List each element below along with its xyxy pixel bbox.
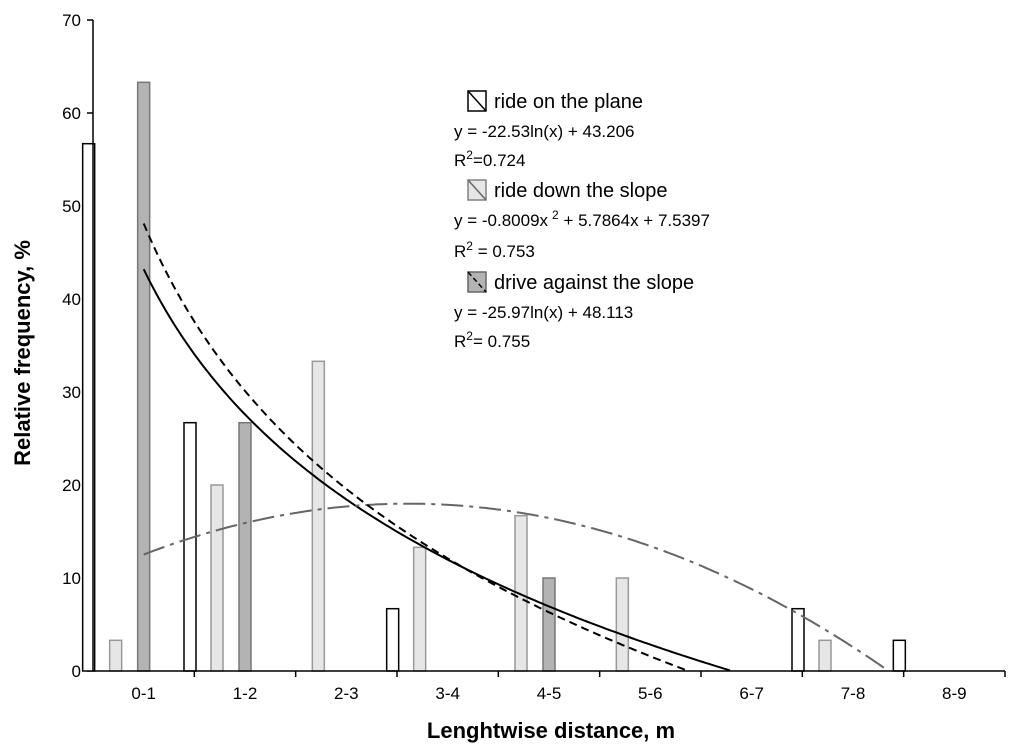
legend-r2-down: R2 = 0.753: [454, 239, 535, 261]
r2-label: R: [454, 332, 466, 351]
legend-label-down: ride down the slope: [494, 180, 667, 202]
legend-swatch-plane-trend: [467, 90, 487, 112]
y-tick-label: 30: [62, 383, 81, 402]
x-tick-label: 5-6: [638, 684, 663, 703]
trendline-against-slope: [142, 223, 688, 672]
legend-equation-against: y = -25.97ln(x) + 48.113: [454, 303, 633, 322]
legend-swatch-down-trend: [467, 179, 487, 201]
legend-entry-ride-down-the-slope: ride down the slope y = -0.8009x 2 + 5.78…: [454, 179, 710, 261]
trendline-plane: [142, 268, 731, 672]
legend-swatch-against-trend: [467, 271, 487, 293]
y-tick-label: 20: [62, 476, 81, 495]
x-axis-title: Lenghtwise distance, m: [427, 718, 675, 743]
y-tick-label: 0: [72, 662, 81, 681]
r2-sup: 2: [466, 239, 473, 253]
bar-against-slope: [238, 421, 252, 672]
bar-against-slope: [542, 577, 556, 672]
bar-marks: [81, 81, 907, 672]
r2-value: = 0.753: [473, 242, 535, 261]
y-axis-title: Relative frequency, %: [10, 240, 35, 466]
bar-down-slope: [818, 639, 832, 672]
legend-entry-drive-against-the-slope: drive against the slope y = -25.97ln(x) …: [454, 271, 694, 351]
trendline-down-slope: [143, 502, 888, 671]
bar-down-slope: [108, 639, 123, 672]
y-tick-label: 40: [62, 290, 81, 309]
y-tick-label: 60: [62, 104, 81, 123]
legend-entry-ride-on-the-plane: ride on the plane y = -22.53ln(x) + 43.2…: [454, 90, 643, 170]
eq-down-sup: 2: [552, 208, 559, 222]
x-tick-label: 1-2: [233, 684, 258, 703]
legend-label-against: drive against the slope: [494, 272, 694, 294]
r2-value: =0.724: [473, 151, 525, 170]
y-tick-label: 50: [62, 197, 81, 216]
x-axis-ticks: 0-1 1-2 2-3 3-4 4-5 5-6 6-7 7-8 8-9: [131, 671, 1006, 703]
r2-value: = 0.755: [473, 332, 530, 351]
bar-plane: [385, 607, 400, 672]
bar-plane: [81, 142, 96, 672]
legend-label-plane: ride on the plane: [494, 91, 643, 113]
r2-label: R: [454, 151, 466, 170]
legend-equation-plane: y = -22.53ln(x) + 43.206: [454, 122, 635, 141]
x-tick-label: 3-4: [435, 684, 460, 703]
r2-label: R: [454, 242, 466, 261]
bar-plane: [892, 639, 907, 672]
bar-plane: [791, 607, 805, 672]
x-tick-label: 8-9: [942, 684, 967, 703]
r2-sup: 2: [466, 329, 473, 343]
legend: ride on the plane y = -22.53ln(x) + 43.2…: [454, 90, 710, 351]
x-tick-label: 4-5: [537, 684, 562, 703]
legend-equation-down: y = -0.8009x 2 + 5.7864x + 7.5397: [454, 208, 710, 230]
eq-down-pre: y = -0.8009x: [454, 211, 549, 230]
r2-sup: 2: [466, 148, 473, 162]
bar-down-slope: [615, 577, 630, 672]
bar-down-slope: [210, 484, 224, 672]
x-tick-label: 6-7: [739, 684, 764, 703]
bar-down-slope: [412, 546, 427, 672]
x-tick-label: 7-8: [841, 684, 866, 703]
legend-r2-plane: R2=0.724: [454, 148, 525, 170]
bar-plane: [183, 421, 197, 672]
x-tick-label: 0-1: [131, 684, 156, 703]
legend-r2-against: R2= 0.755: [454, 329, 530, 351]
bar-down-slope: [311, 360, 326, 672]
y-tick-label: 10: [62, 569, 81, 588]
bar-against-slope: [136, 81, 151, 672]
x-tick-label: 2-3: [334, 684, 359, 703]
eq-down-post: + 5.7864x + 7.5397: [559, 211, 710, 230]
trendlines: [142, 223, 888, 672]
y-tick-label: 70: [62, 11, 81, 30]
